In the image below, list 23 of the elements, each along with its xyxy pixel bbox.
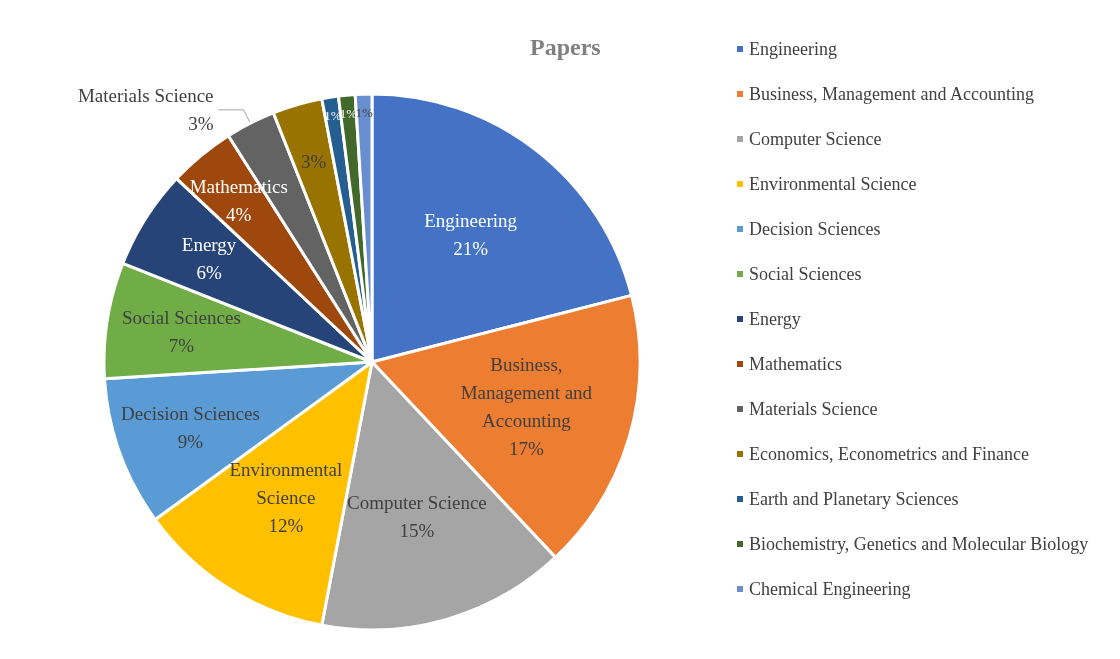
legend-label: Economics, Econometrics and Finance (749, 444, 1029, 464)
chart-title: Papers (530, 34, 601, 60)
legend-label: Computer Science (749, 129, 882, 149)
legend-label: Engineering (749, 39, 837, 59)
legend-label: Earth and Planetary Sciences (749, 489, 959, 509)
data-label: Materials Science 3% (77, 85, 214, 135)
legend-label: Mathematics (749, 354, 842, 374)
data-label: Environmental Science 12% (229, 459, 343, 537)
legend-label: Decision Sciences (749, 219, 881, 239)
data-label: Social Sciences 7% (122, 307, 241, 357)
data-label: Engineering 21% (424, 210, 518, 260)
legend-label: Chemical Engineering (749, 579, 911, 599)
legend-label: Biochemistry, Genetics and Molecular Biology (749, 534, 1089, 554)
legend-label: Materials Science (749, 399, 878, 419)
legend-label: Social Sciences (749, 264, 862, 284)
data-label: Computer Science 15% (346, 491, 487, 541)
legend-label: Business, Management and Accounting (749, 84, 1034, 104)
data-label: Energy 6% (181, 234, 237, 284)
legend-label: Environmental Science (749, 174, 917, 194)
data-label: 3% (301, 150, 327, 172)
data-label: Decision Sciences 9% (121, 402, 260, 452)
data-label: Business, Management and Accounting 17% (460, 354, 593, 460)
legend-label: Energy (749, 309, 801, 329)
